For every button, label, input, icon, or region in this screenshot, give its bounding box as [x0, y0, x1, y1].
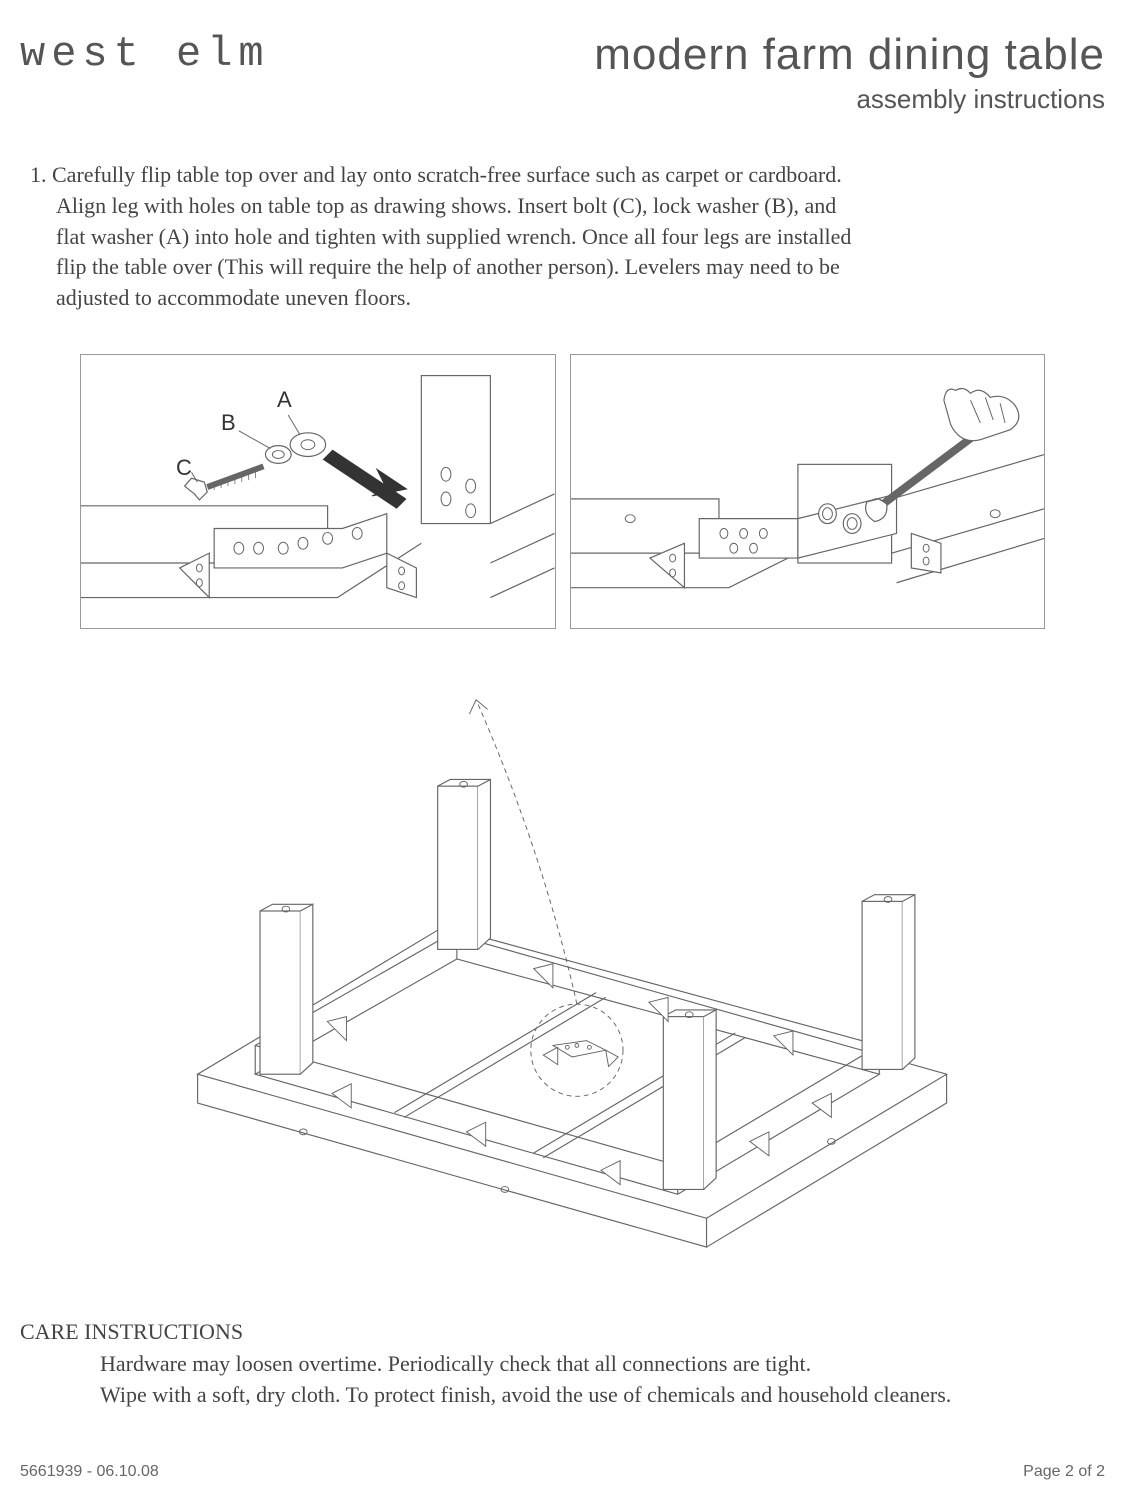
step-text: 1. Carefully flip table top over and lay… [30, 160, 1085, 314]
label-c: C [176, 455, 192, 481]
title-block: modern farm dining table assembly instru… [594, 30, 1105, 115]
care-line-1: Hardware may loosen overtime. Periodical… [20, 1349, 1105, 1380]
product-title: modern farm dining table [594, 30, 1105, 80]
diagram-table-full [140, 649, 985, 1269]
care-line-2: Wipe with a soft, dry cloth. To protect … [20, 1380, 1105, 1411]
diagram-wrench [570, 354, 1046, 629]
label-b: B [221, 410, 236, 436]
header: west elm modern farm dining table assemb… [20, 30, 1105, 115]
label-a: A [277, 387, 292, 413]
step-line-1: Carefully flip table top over and lay on… [52, 162, 842, 187]
brand-logo: west elm [20, 30, 270, 78]
footer-doc-id: 5661939 - 06.10.08 [20, 1463, 159, 1481]
footer-page: Page 2 of 2 [1023, 1463, 1105, 1481]
step-line-3: flat washer (A) into hole and tighten wi… [56, 224, 851, 249]
diagram-right-svg [571, 355, 1045, 628]
footer: 5661939 - 06.10.08 Page 2 of 2 [20, 1463, 1105, 1481]
step-number: 1. [30, 162, 47, 187]
diagram-bottom-svg [140, 649, 985, 1269]
step-line-5: adjusted to accommodate uneven floors. [56, 285, 411, 310]
subtitle: assembly instructions [594, 84, 1105, 115]
diagram-bolt-insert: A B C [80, 354, 556, 629]
step-line-2: Align leg with holes on table top as dra… [56, 193, 836, 218]
diagram-left-svg [81, 355, 555, 628]
step-1: 1. Carefully flip table top over and lay… [30, 160, 1085, 314]
diagrams-container: A B C [80, 354, 1045, 1269]
diagram-row-top: A B C [80, 354, 1045, 629]
care-title: CARE INSTRUCTIONS [20, 1319, 1105, 1345]
care-instructions: CARE INSTRUCTIONS Hardware may loosen ov… [20, 1319, 1105, 1411]
step-line-4: flip the table over (This will require t… [56, 254, 840, 279]
